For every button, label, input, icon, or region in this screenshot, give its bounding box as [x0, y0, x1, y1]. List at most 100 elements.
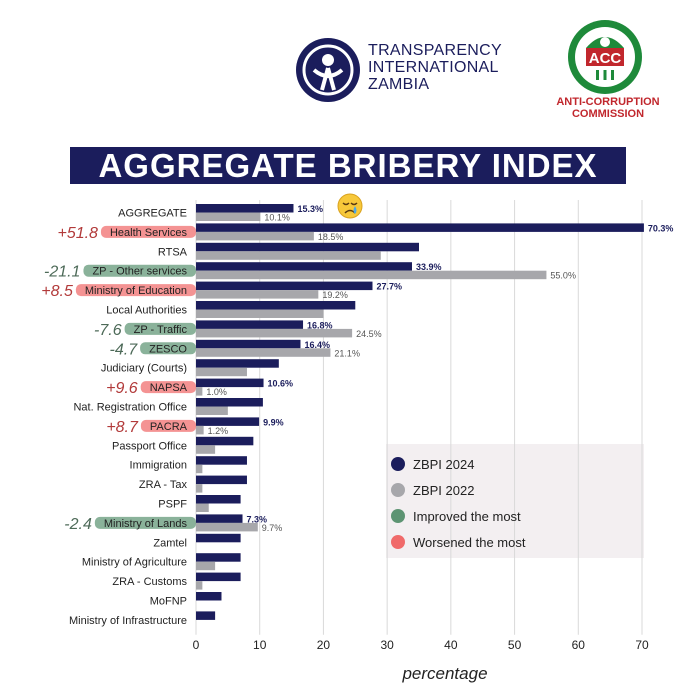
category-label: Health Services [110, 227, 188, 239]
data-label-2022: 24.5% [356, 329, 382, 339]
data-label-2024: 27.7% [376, 282, 402, 292]
data-label-2022: 10.1% [264, 213, 290, 223]
ti-logo-line: ZAMBIA [368, 76, 430, 93]
bar-zbpi-2024 [196, 339, 301, 349]
bar-zbpi-2024 [196, 456, 247, 465]
x-tick-label: 30 [380, 638, 394, 652]
chart-title: AGGREGATE BRIBERY INDEX [98, 146, 598, 184]
data-label-2022: 21.1% [334, 348, 360, 358]
category-label: Ministry of Education [85, 285, 187, 297]
bar-zbpi-2022 [196, 212, 261, 221]
change-annotation: -4.7 [110, 341, 139, 358]
category-label: AGGREGATE [118, 208, 187, 220]
change-annotation: -7.6 [94, 322, 122, 339]
bar-zbpi-2022 [196, 581, 203, 590]
category-label: Local Authorities [106, 305, 187, 317]
highlight-band [75, 284, 196, 297]
bar-zbpi-2022 [196, 484, 203, 493]
highlight-band [100, 225, 196, 238]
bar-zbpi-2022 [196, 425, 204, 435]
data-label-2024: 10.6% [268, 379, 294, 389]
change-annotation: -21.1 [44, 264, 80, 281]
axis-layer: 0 10 20 30 40 50 60 70 percentage [193, 638, 649, 683]
x-axis-title: percentage [401, 664, 487, 683]
bar-zbpi-2022 [196, 561, 216, 571]
bar-zbpi-2024 [196, 281, 373, 291]
category-label: PACRA [150, 421, 188, 433]
legend: ZBPI 2024 ZBPI 2022 Improved the most Worse… [391, 457, 526, 550]
annotation-layer [337, 193, 363, 219]
data-label-2022: 55.0% [550, 271, 576, 281]
bar-zbpi-2022 [196, 503, 209, 512]
data-label-2024: 15.3% [297, 204, 323, 214]
bar-zbpi-2024 [196, 611, 216, 620]
bar-zbpi-2024 [196, 301, 356, 310]
category-label: Zamtel [153, 537, 187, 549]
category-label: NAPSA [150, 382, 188, 394]
bar-zbpi-2024 [196, 398, 263, 407]
bar-zbpi-2022 [196, 464, 203, 474]
x-tick-label: 60 [572, 638, 586, 652]
data-label-2024: 9.9% [263, 417, 284, 427]
data-label-2022: 18.5% [318, 232, 344, 242]
category-label: ZP - Other services [92, 266, 187, 278]
change-annotation: -2.4 [64, 516, 92, 533]
category-label: Passport Office [112, 440, 187, 452]
emoji-eye-left [342, 202, 350, 206]
bar-zbpi-2024 [196, 204, 294, 213]
data-label-2022: 9.7% [262, 523, 283, 533]
ti-logo-line: INTERNATIONAL [368, 59, 499, 76]
data-label-2024: 16.8% [307, 320, 333, 330]
bar-zbpi-2024 [196, 320, 304, 329]
x-tick-label: 10 [253, 638, 267, 652]
highlight-layer [75, 225, 196, 529]
legend-marker [391, 535, 405, 549]
ti-logo-text: TRANSPARENCY INTERNATIONAL ZAMBIA [368, 42, 502, 93]
change-annotation: +9.6 [106, 380, 138, 397]
bar-zbpi-2022 [196, 367, 247, 377]
x-tick-label: 20 [317, 638, 331, 652]
bar-zbpi-2022 [196, 328, 353, 338]
legend-label: ZBPI 2024 [413, 457, 474, 472]
bar-zbpi-2024 [196, 262, 412, 271]
acc-seal-icon: ACC [568, 20, 642, 94]
bar-zbpi-2022 [196, 406, 228, 415]
bar-zbpi-2024 [196, 514, 243, 523]
bar-zbpi-2022 [196, 348, 331, 357]
title-banner: AGGREGATE BRIBERY INDEX [70, 147, 626, 184]
category-label: ZRA - Tax [139, 479, 188, 491]
bar-zbpi-2024 [196, 223, 644, 232]
legend-label: Improved the most [413, 509, 521, 524]
bar-zbpi-2022 [196, 270, 547, 280]
category-label: ZRA - Customs [112, 576, 187, 588]
data-label-2022: 1.2% [208, 426, 229, 436]
x-tick-label: 50 [508, 638, 522, 652]
labels-layer: AGGREGATE 15.3% 10.1% Health Services +51.8 7… [41, 204, 673, 627]
change-annotation: +8.7 [106, 419, 139, 436]
x-tick-label: 70 [635, 638, 649, 652]
category-label: Judiciary (Courts) [101, 363, 187, 375]
highlight-band [140, 342, 196, 355]
x-tick-label: 0 [193, 638, 200, 652]
legend-label: ZBPI 2022 [413, 483, 474, 498]
category-label: Ministry of Agriculture [82, 557, 187, 569]
legend-marker [391, 457, 405, 471]
bar-zbpi-2022 [196, 445, 216, 454]
category-label: ZP - Traffic [134, 324, 188, 336]
change-annotation: +51.8 [57, 225, 98, 242]
bar-zbpi-2024 [196, 592, 222, 601]
bar-zbpi-2024 [196, 572, 241, 582]
bar-zbpi-2022 [196, 231, 314, 241]
legend-marker [391, 509, 405, 523]
bar-zbpi-2022 [196, 522, 258, 532]
emoji-eye-right [350, 202, 358, 206]
category-label: Ministry of Infrastructure [69, 615, 187, 627]
data-label-2022: 1.0% [206, 387, 227, 397]
bar-zbpi-2024 [196, 475, 247, 485]
bar-zbpi-2024 [196, 378, 264, 388]
bar-zbpi-2022 [196, 290, 319, 299]
category-label: MoFNP [150, 596, 187, 608]
bar-zbpi-2024 [196, 242, 419, 252]
category-label: ZESCO [149, 343, 187, 355]
legend-marker [391, 483, 405, 497]
